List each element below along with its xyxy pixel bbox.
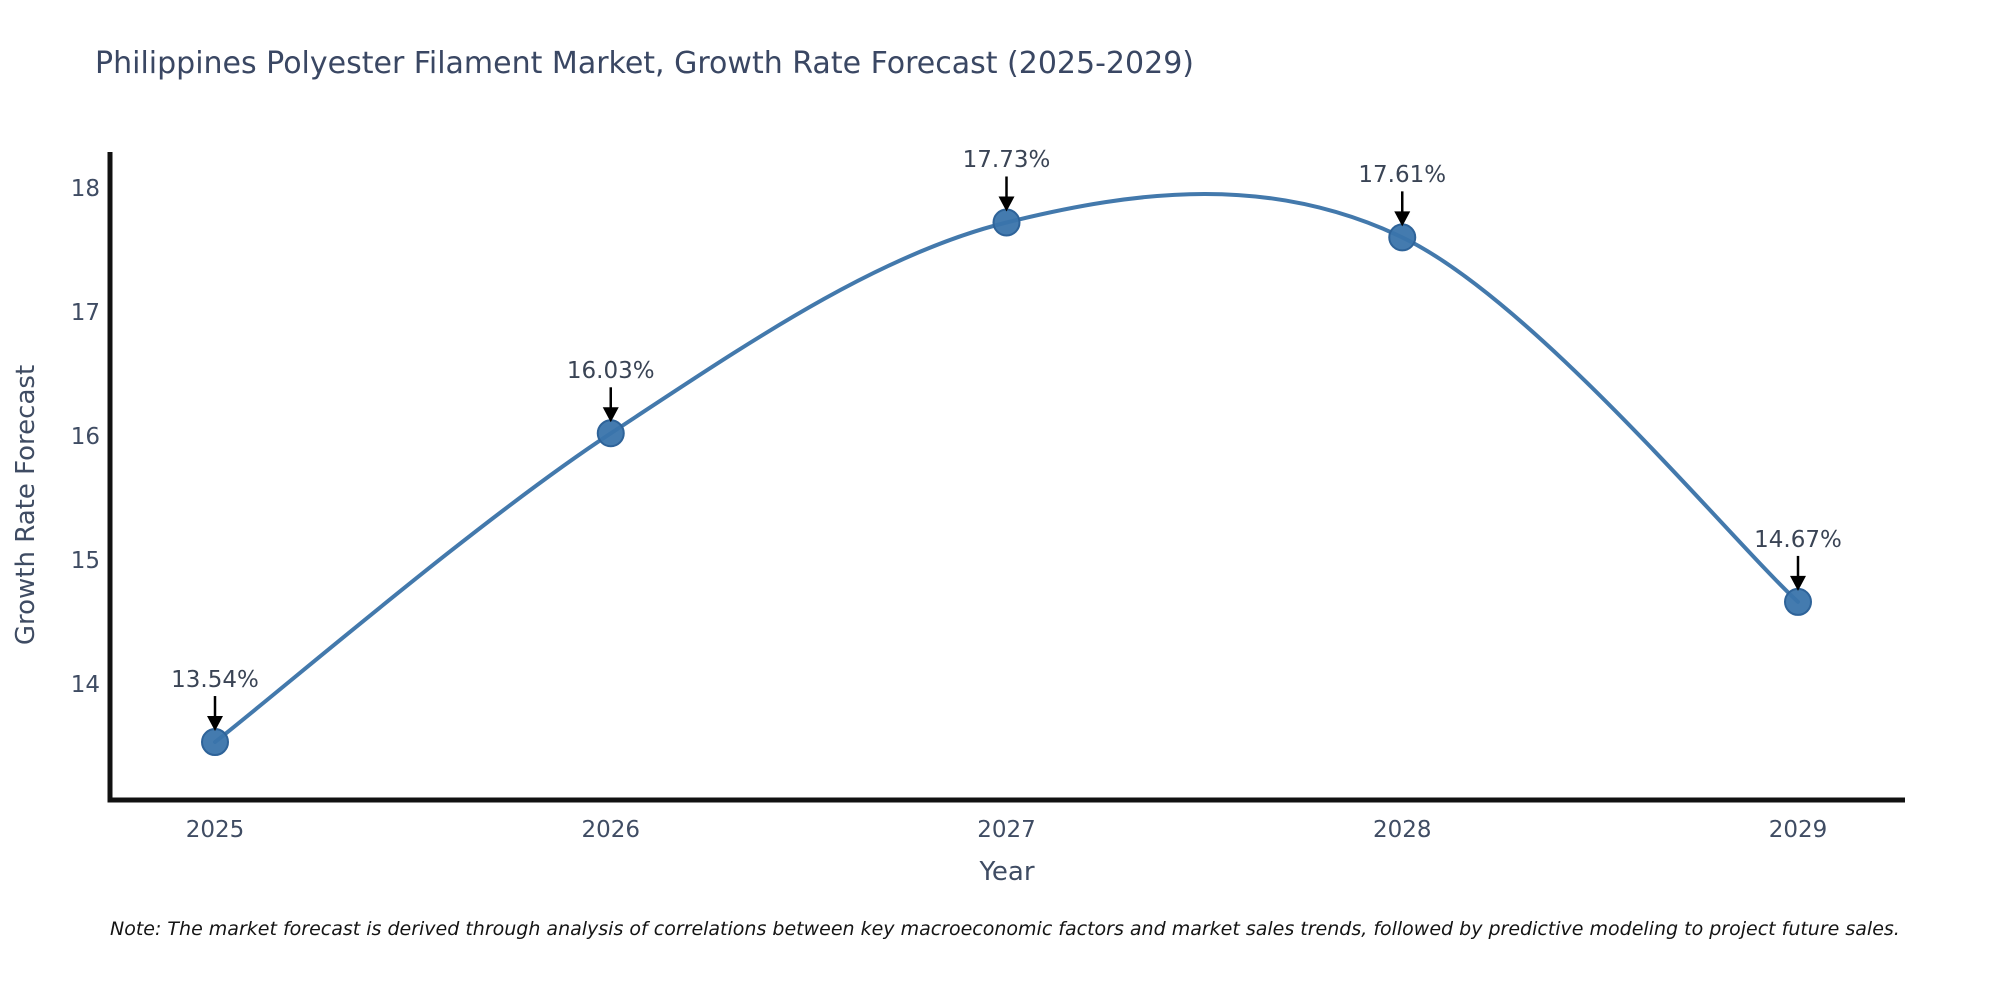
x-tick-label: 2025 <box>185 817 245 843</box>
x-tick-label: 2028 <box>1372 817 1432 843</box>
data-point-label: 17.73% <box>962 147 1051 174</box>
data-point-marker <box>1388 223 1417 252</box>
series-line <box>213 192 1800 745</box>
y-tick-label: 15 <box>70 548 100 574</box>
data-point-markers <box>201 208 1812 757</box>
data-point-marker <box>596 419 625 448</box>
x-tick-label: 2029 <box>1768 817 1828 843</box>
data-point-label: 13.54% <box>171 667 259 694</box>
x-tick-label: 2027 <box>977 817 1036 843</box>
y-tick-label: 17 <box>70 300 100 326</box>
y-tick-label: 16 <box>70 424 100 450</box>
data-point-marker <box>1784 587 1812 616</box>
annotation-arrowhead <box>1790 575 1806 591</box>
annotation-arrows <box>207 176 1806 732</box>
y-tick-label: 18 <box>70 176 100 202</box>
axes-spines <box>107 152 1905 803</box>
data-point-marker <box>201 728 229 757</box>
data-point-marker <box>992 208 1021 237</box>
chart-title: Philippines Polyester Filament Market, G… <box>95 46 1194 81</box>
data-point-label: 14.67% <box>1754 526 1842 553</box>
annotation-arrowhead <box>998 196 1015 212</box>
annotation-arrowhead <box>602 407 619 423</box>
footnote: Note: The market forecast is derived thr… <box>110 918 1900 940</box>
y-tick-label: 14 <box>70 672 100 698</box>
x-tick-label: 2026 <box>581 817 641 843</box>
annotation-arrowhead <box>1394 211 1411 227</box>
annotation-arrowhead <box>207 716 223 732</box>
data-point-label: 17.61% <box>1358 162 1447 189</box>
x-axis-title: Year <box>979 857 1035 887</box>
data-point-label: 16.03% <box>566 358 655 385</box>
